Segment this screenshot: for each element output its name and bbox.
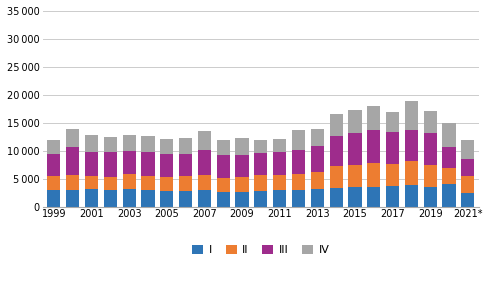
Bar xyxy=(442,123,456,147)
Bar xyxy=(47,154,60,176)
Bar xyxy=(160,191,173,207)
Bar xyxy=(329,136,343,166)
Bar xyxy=(236,177,248,191)
Bar xyxy=(179,153,192,176)
Bar xyxy=(367,187,381,207)
Bar xyxy=(273,139,286,152)
Bar xyxy=(273,152,286,175)
Bar xyxy=(349,133,361,165)
Bar xyxy=(254,140,268,153)
Bar xyxy=(236,138,248,155)
Bar xyxy=(198,150,211,175)
Bar xyxy=(85,176,98,189)
Bar xyxy=(104,153,117,177)
Legend: I, II, III, IV: I, II, III, IV xyxy=(188,240,334,260)
Bar xyxy=(123,174,136,189)
Bar xyxy=(160,139,173,154)
Bar xyxy=(329,114,343,136)
Bar xyxy=(349,165,361,187)
Bar xyxy=(198,175,211,191)
Bar xyxy=(273,175,286,191)
Bar xyxy=(85,152,98,176)
Bar xyxy=(236,155,248,177)
Bar xyxy=(292,150,305,174)
Bar xyxy=(442,168,456,184)
Bar xyxy=(217,178,230,192)
Bar xyxy=(442,184,456,207)
Bar xyxy=(442,147,456,168)
Bar xyxy=(405,161,418,185)
Bar xyxy=(405,185,418,207)
Bar xyxy=(311,189,324,207)
Bar xyxy=(217,155,230,178)
Bar xyxy=(217,140,230,155)
Bar xyxy=(236,191,248,207)
Bar xyxy=(329,166,343,188)
Bar xyxy=(386,186,399,207)
Bar xyxy=(217,192,230,207)
Bar xyxy=(47,176,60,190)
Bar xyxy=(461,193,474,207)
Bar xyxy=(254,153,268,175)
Bar xyxy=(273,191,286,207)
Bar xyxy=(47,140,60,154)
Bar xyxy=(424,133,437,165)
Bar xyxy=(254,191,268,207)
Bar xyxy=(141,176,155,191)
Bar xyxy=(104,177,117,191)
Bar xyxy=(424,187,437,207)
Bar xyxy=(198,191,211,207)
Bar xyxy=(179,191,192,207)
Bar xyxy=(461,140,474,159)
Bar xyxy=(405,101,418,130)
Bar xyxy=(329,188,343,207)
Bar xyxy=(461,159,474,176)
Bar xyxy=(104,191,117,207)
Bar xyxy=(367,130,381,163)
Bar xyxy=(349,111,361,133)
Bar xyxy=(424,165,437,187)
Bar xyxy=(160,154,173,177)
Bar xyxy=(66,129,79,146)
Bar xyxy=(367,106,381,130)
Bar xyxy=(292,130,305,150)
Bar xyxy=(141,152,155,176)
Bar xyxy=(198,131,211,150)
Bar xyxy=(123,189,136,207)
Bar xyxy=(349,187,361,207)
Bar xyxy=(292,190,305,207)
Bar xyxy=(424,111,437,133)
Bar xyxy=(179,138,192,153)
Bar xyxy=(160,177,173,191)
Bar xyxy=(461,176,474,193)
Bar xyxy=(292,174,305,190)
Bar xyxy=(47,190,60,207)
Bar xyxy=(141,191,155,207)
Bar xyxy=(66,146,79,175)
Bar xyxy=(386,132,399,164)
Bar xyxy=(66,190,79,207)
Bar xyxy=(141,136,155,152)
Bar xyxy=(405,130,418,161)
Bar xyxy=(386,164,399,186)
Bar xyxy=(311,172,324,189)
Bar xyxy=(85,189,98,207)
Bar xyxy=(311,129,324,146)
Bar xyxy=(367,163,381,187)
Bar xyxy=(66,175,79,190)
Bar xyxy=(85,135,98,152)
Bar xyxy=(123,151,136,174)
Bar xyxy=(123,135,136,151)
Bar xyxy=(104,137,117,153)
Bar xyxy=(311,146,324,172)
Bar xyxy=(254,175,268,191)
Bar xyxy=(386,112,399,132)
Bar xyxy=(179,176,192,191)
